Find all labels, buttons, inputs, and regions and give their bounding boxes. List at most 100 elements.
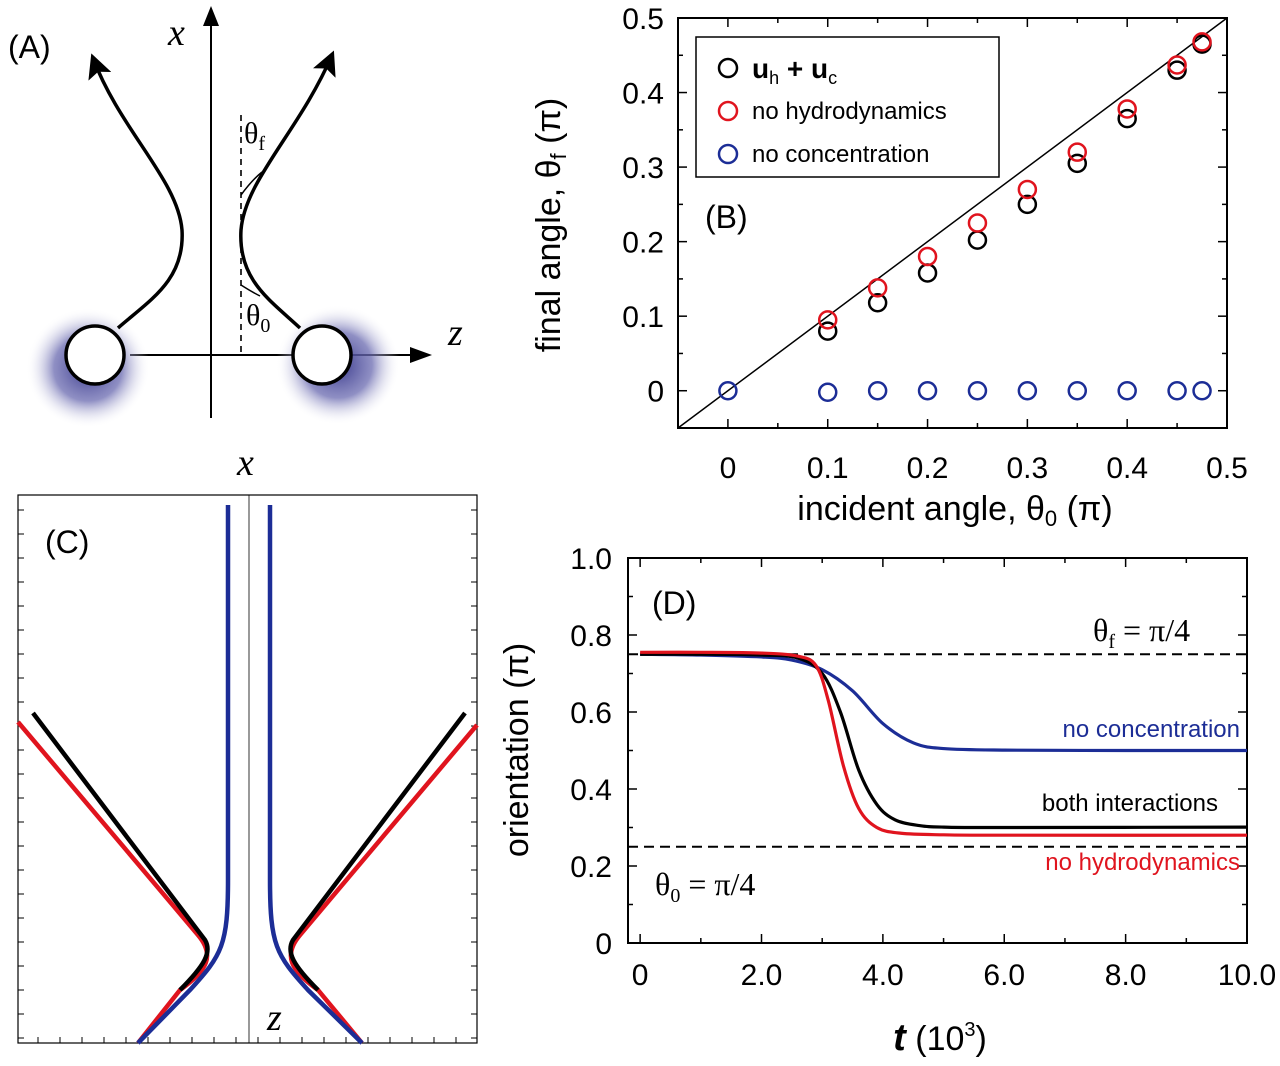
data-point (1117, 108, 1137, 129)
panel-a-label: (A) (8, 29, 51, 65)
data-point (967, 213, 988, 233)
trajectory-no-concentration-left (136, 505, 231, 1045)
x-tick-label: 2.0 (741, 959, 783, 992)
z-axis-arrowhead (410, 347, 432, 363)
x-tick-label: 10.0 (1218, 959, 1276, 992)
data-point (1117, 99, 1137, 119)
series-line-both-interactions (640, 652, 1248, 830)
data-point (917, 380, 938, 401)
theta-0-annotation: θ0 = π/4 (655, 866, 755, 907)
plot-d-x-label: t (103) (893, 1017, 987, 1059)
data-point (1017, 380, 1038, 401)
panel-a: (A) x z θf θ0 (8, 6, 463, 428)
data-point (1017, 179, 1038, 200)
trajectory-no-concentration-right (267, 505, 364, 1045)
data-point (1167, 380, 1187, 401)
plot-b-x-label: incident angle, θ0 (π) (797, 490, 1112, 531)
data-point (1192, 32, 1212, 52)
theta-f-arc (240, 171, 263, 196)
label-no-concentration: no concentration (1063, 716, 1240, 743)
series-line-no-hydrodynamics (640, 650, 1248, 837)
y-tick-label: 0.8 (570, 620, 612, 653)
plot-d-y-label: orientation (π) (498, 643, 536, 857)
legend-box (695, 36, 1000, 178)
series-line-no-concentration (640, 652, 1248, 753)
theta-0-arc (240, 284, 261, 297)
data-point (1167, 55, 1187, 75)
x-tick-label: 0 (720, 452, 737, 485)
data-point (917, 263, 938, 283)
plot-b-x-tick-labels: 0 0.1 0.2 0.3 0.4 0.5 (720, 452, 1248, 485)
data-point (967, 380, 988, 401)
plot-b-y-label: final angle, θf (π) (530, 98, 571, 353)
plot-c-x-axis-label: x (236, 442, 254, 484)
trajectory-both-left (31, 711, 210, 992)
y-tick-label: 0.1 (622, 301, 664, 334)
data-point (1067, 380, 1088, 401)
trajectory-no-hydrodynamics-right (288, 723, 479, 1045)
legend-label-uh-uc: uh + uc (752, 53, 837, 88)
x-tick-label: 0.3 (1007, 452, 1049, 485)
data-point (1067, 153, 1088, 174)
x-tick-label: 8.0 (1105, 959, 1147, 992)
theta-0-label: θ0 (246, 299, 270, 337)
y-tick-label: 0.5 (622, 3, 664, 36)
data-point (817, 321, 838, 341)
x-tick-label: 0.2 (907, 452, 949, 485)
x-tick-label: 0 (632, 959, 649, 992)
particle-left (64, 324, 126, 386)
label-both-interactions: both interactions (1042, 790, 1218, 817)
data-point (1117, 380, 1137, 401)
legend-marker-no-concentration (717, 143, 739, 165)
data-point (967, 230, 988, 250)
data-point (1167, 60, 1187, 80)
theta-f-label: θf (244, 117, 265, 155)
plot-b-points (718, 32, 1212, 402)
plot-d-y-tick-labels: 0 0.2 0.4 0.6 0.8 1.0 (570, 543, 612, 961)
y-tick-label: 0.4 (622, 78, 664, 111)
y-tick-label: 0.2 (622, 227, 664, 260)
x-tick-label: 0.5 (1206, 452, 1248, 485)
data-point (867, 278, 888, 298)
data-point (1017, 194, 1038, 215)
trajectory-no-hydrodynamics-left (16, 720, 210, 1045)
plot-c-z-axis-label: z (266, 997, 282, 1039)
label-no-hydrodynamics: no hydrodynamics (1045, 849, 1240, 876)
panel-c-label: (C) (45, 524, 89, 560)
panel-d-label: (D) (652, 585, 696, 621)
data-point (1192, 380, 1212, 401)
plot-b-y-tick-labels: 0 0.1 0.2 0.3 0.4 0.5 (622, 3, 664, 409)
trajectory-right (239, 50, 336, 330)
y-tick-label: 0.4 (570, 774, 612, 807)
theta-f-annotation: θf = π/4 (1093, 612, 1190, 653)
plot-b-frame (677, 17, 1228, 429)
x-tick-label: 0.4 (1106, 452, 1148, 485)
panel-c: x z (C) (16, 442, 479, 1045)
particle-right (291, 324, 353, 386)
x-axis-arrowhead (203, 6, 219, 26)
data-point (867, 293, 888, 313)
plot-d-lines (640, 650, 1248, 837)
y-tick-label: 0 (595, 928, 612, 961)
y-tick-label: 0.6 (570, 697, 612, 730)
y-tick-label: 0.3 (622, 152, 664, 185)
panel-d: 0 2.0 4.0 6.0 8.0 10.0 0 0.2 0.4 0.6 0.8 1.0 (D) θ… (498, 543, 1276, 1059)
z-axis-label: z (447, 312, 463, 354)
legend-marker-no-hydrodynamics (717, 100, 739, 122)
panel-b: 0 0.1 0.2 0.3 0.4 0.5 0 0.1 0.2 0.3 0.4 0.5 incide… (530, 3, 1248, 531)
data-point (817, 382, 838, 402)
data-point (917, 246, 938, 267)
plot-d-x-tick-labels: 0 2.0 4.0 6.0 8.0 10.0 (632, 959, 1276, 992)
legend-marker-uh-uc (717, 57, 739, 79)
data-point (817, 310, 838, 330)
identity-reference-line (677, 17, 1228, 429)
x-axis-label: x (167, 12, 185, 54)
y-tick-label: 0.2 (570, 851, 612, 884)
trajectory-both-right (288, 711, 467, 992)
x-tick-label: 0.1 (807, 452, 849, 485)
plot-c-frame (17, 494, 478, 1044)
legend-label-no-hydrodynamics: no hydrodynamics (752, 98, 947, 125)
legend-label-no-concentration: no concentration (752, 141, 929, 168)
x-tick-label: 6.0 (983, 959, 1025, 992)
